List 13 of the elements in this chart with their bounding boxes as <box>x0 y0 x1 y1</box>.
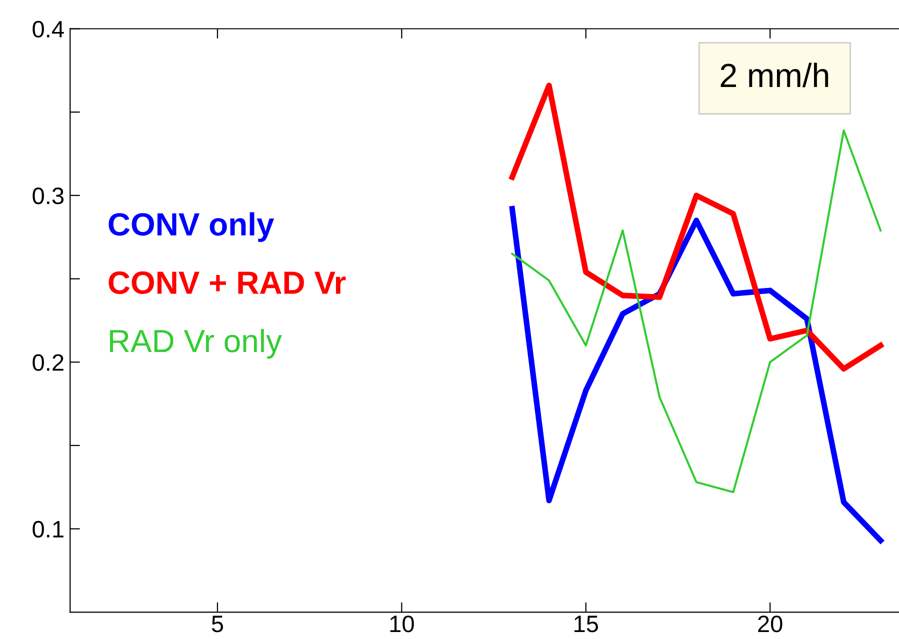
x-tick-label: 5 <box>212 616 224 632</box>
x-tick-label: 15 <box>574 616 598 632</box>
x-tick-label: 20 <box>758 616 782 632</box>
x-tick-label: 10 <box>390 616 414 632</box>
text: RAD Vr only <box>110 328 282 359</box>
annotation: 2 mm/h <box>720 62 828 88</box>
text: CONV + RAD Vr <box>108 271 346 294</box>
line-series <box>511 129 882 494</box>
y-tick-label: 0.2 <box>32 354 64 371</box>
y-tick-label: 0.3 <box>32 188 64 204</box>
y-tick-label: 0.1 <box>32 520 64 538</box>
text: CONV only <box>108 212 274 242</box>
y-tick-label: 0.4 <box>32 20 64 38</box>
